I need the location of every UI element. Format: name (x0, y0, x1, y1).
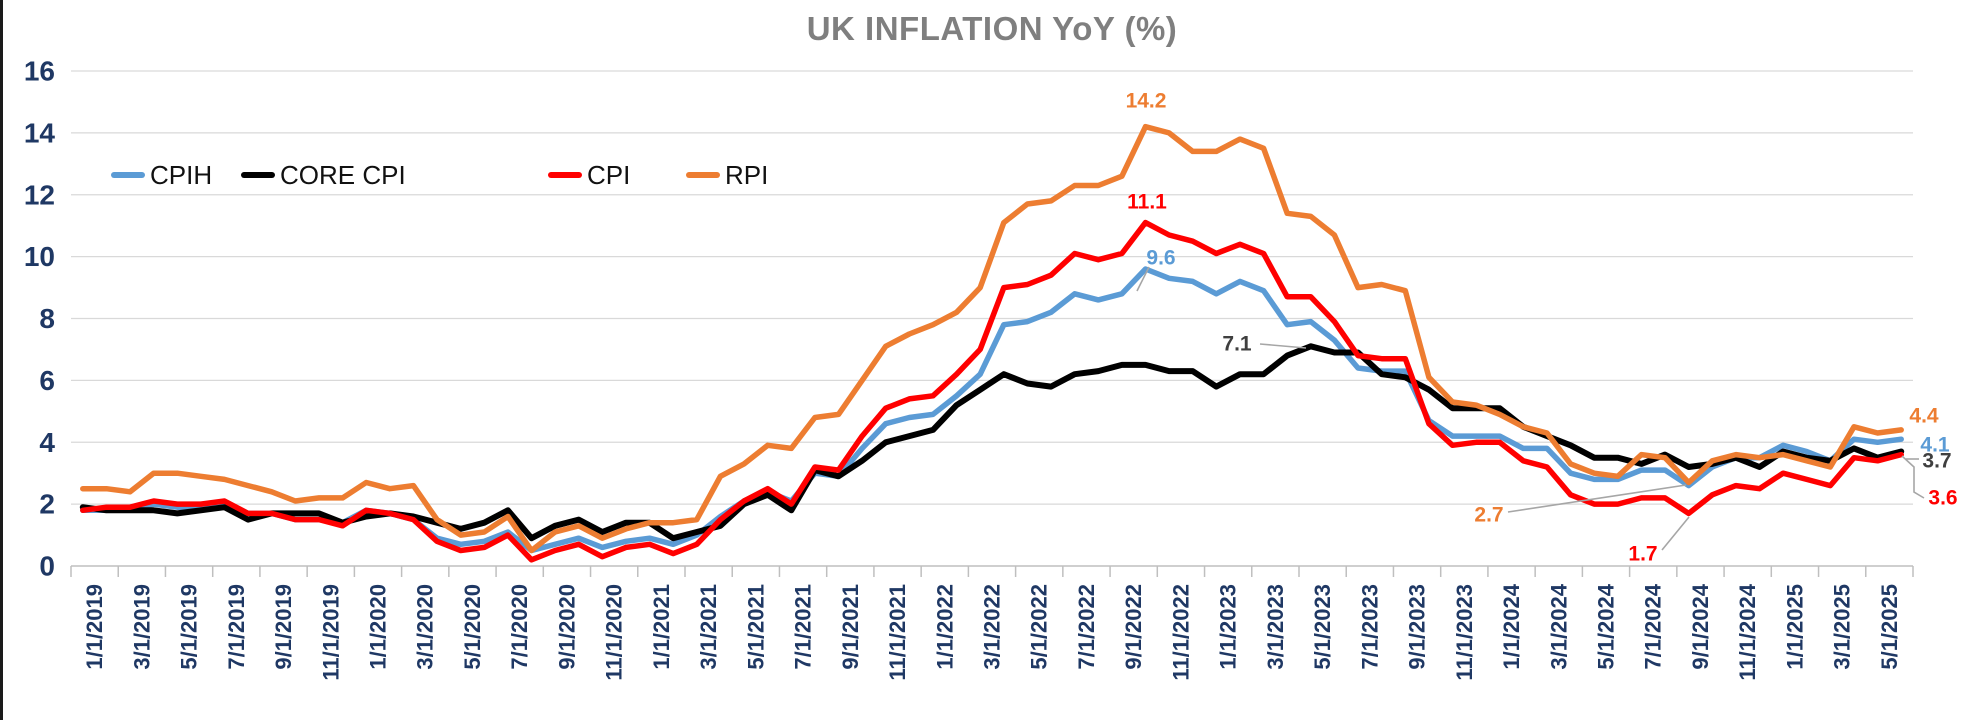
x-axis-tick-label: 7/1/2019 (224, 584, 249, 670)
y-axis-tick-label: 8 (39, 303, 55, 334)
x-axis-tick-label: 7/1/2020 (507, 584, 532, 670)
x-axis-tick-label: 1/1/2019 (82, 584, 107, 670)
x-axis-tick-label: 3/1/2023 (1263, 584, 1288, 670)
x-axis: 1/1/2019 3/1/2019 5/1/2019 7/1/2019 9/1/2019… (70, 565, 1914, 681)
x-axis-tick-label: 3/1/2025 (1830, 584, 1855, 670)
x-axis-tick-label: 11/1/2019 (318, 584, 343, 681)
x-axis-tick-label: 9/1/2019 (271, 584, 296, 670)
x-axis-tick-label: 5/1/2023 (1310, 584, 1335, 670)
y-axis-tick-label: 2 (39, 489, 55, 520)
x-axis-tick-label: 1/1/2024 (1499, 583, 1524, 669)
x-axis-tick-label: 1/1/2023 (1216, 584, 1241, 670)
annotation-leader-line (1901, 455, 1925, 499)
x-axis-tick-label: 9/1/2020 (554, 584, 579, 670)
annotation-leader-line (1507, 484, 1687, 513)
x-axis-tick-label: 11/1/2020 (602, 584, 627, 681)
x-axis-tick-label: 5/1/2024 (1594, 583, 1619, 669)
legend-item-cpi: CPI (548, 160, 630, 190)
legend-label-cpi: CPI (587, 160, 631, 190)
y-axis-tick-label: 16 (24, 56, 55, 87)
x-axis-tick-label: 3/1/2022 (980, 584, 1005, 670)
x-axis-tick-label: 5/1/2020 (460, 584, 485, 670)
x-axis-tick-label: 9/1/2021 (838, 584, 863, 670)
x-axis-tick-label: 5/1/2025 (1877, 584, 1902, 670)
y-axis-tick-label: 4 (39, 427, 55, 458)
chart-canvas: 0 2 4 6 8 10 12 14 16 1/1/2019 3/1/2019 5/1/2019 7/1… (24, 56, 1958, 681)
x-axis-tick-label: 9/1/2024 (1688, 583, 1713, 669)
legend-item-rpi: RPI (686, 160, 768, 190)
x-axis-tick-label: 3/1/2020 (413, 584, 438, 670)
chart-legend: CPIH CORE CPI CPI RPI (3, 160, 1985, 190)
y-axis-tick-label: 12 (24, 179, 55, 210)
x-axis-tick-label: 7/1/2024 (1641, 583, 1666, 669)
legend-item-core-cpi: CORE CPI (241, 160, 406, 190)
x-axis-tick-label: 1/1/2021 (649, 584, 674, 670)
x-axis-tick-label: 1/1/2022 (932, 584, 957, 670)
x-axis-tick-label: 11/1/2023 (1452, 584, 1477, 681)
annotations: 14.2 11.1 9.6 7.1 2.7 1.7 4.4 4.13.7 3.6 (1126, 90, 1958, 566)
x-axis-tick-label: 5/1/2019 (177, 584, 202, 670)
gridlines (71, 70, 1913, 505)
annotation-2.7: 2.7 (1474, 504, 1503, 527)
x-axis-tick-label: 3/1/2021 (696, 584, 721, 670)
x-axis-tick-label: 9/1/2022 (1121, 584, 1146, 670)
x-axis-tick-label: 7/1/2023 (1357, 584, 1382, 670)
cpih-line-swatch-icon (111, 172, 145, 178)
y-axis: 0 2 4 6 8 10 12 14 16 (24, 56, 56, 582)
annotation-3.6: 3.6 (1928, 487, 1957, 510)
annotation-leader-line (1259, 343, 1307, 349)
legend-item-cpih: CPIH (111, 160, 212, 190)
y-axis-tick-label: 6 (39, 365, 55, 396)
rpi-line-swatch-icon (686, 172, 720, 178)
legend-label-cpih: CPIH (150, 160, 213, 190)
core-cpi-line-swatch-icon (241, 172, 275, 178)
series-line-rpi (80, 123, 1904, 554)
x-axis-tick-label: 1/1/2025 (1782, 584, 1807, 670)
annotation-11.1: 11.1 (1127, 191, 1167, 214)
x-axis-tick-label: 11/1/2022 (1168, 584, 1193, 681)
x-axis-tick-label: 3/1/2019 (129, 584, 154, 670)
annotation-leader-line (1661, 516, 1690, 551)
annotation-4.4: 4.4 (1909, 405, 1939, 428)
annotation-1.7: 1.7 (1628, 543, 1657, 566)
y-axis-tick-label: 0 (39, 551, 55, 582)
legend-label-core-cpi: CORE CPI (280, 160, 406, 190)
x-axis-tick-label: 3/1/2024 (1546, 583, 1571, 669)
series-line-cpi (80, 219, 1904, 563)
y-axis-tick-label: 10 (24, 241, 55, 272)
x-axis-tick-label: 1/1/2020 (366, 584, 391, 670)
annotation-leader-line (1136, 266, 1150, 292)
y-axis-tick-label: 14 (24, 117, 56, 148)
annotation-14.2: 14.2 (1126, 90, 1167, 113)
annotation-7.1: 7.1 (1222, 333, 1252, 356)
series-lines (79, 123, 1905, 563)
legend-label-rpi: RPI (725, 160, 769, 190)
annotation-9.6: 9.6 (1146, 247, 1175, 270)
x-axis-tick-label: 5/1/2022 (1027, 584, 1052, 670)
x-axis-tick-label: 7/1/2021 (791, 584, 816, 670)
cpi-line-swatch-icon (548, 172, 582, 178)
annotation-3.7: 3.7 (1922, 450, 1951, 473)
annotation-4.1: 4.1 (1920, 434, 1950, 457)
x-axis-tick-label: 11/1/2021 (885, 584, 910, 681)
x-axis-tick-label: 9/1/2023 (1405, 584, 1430, 670)
x-axis-tick-label: 5/1/2021 (743, 584, 768, 670)
x-axis-tick-label: 7/1/2022 (1074, 584, 1099, 670)
chart-title: UK INFLATION YoY (%) (806, 10, 1178, 47)
x-axis-tick-label: 11/1/2024 (1735, 583, 1760, 680)
